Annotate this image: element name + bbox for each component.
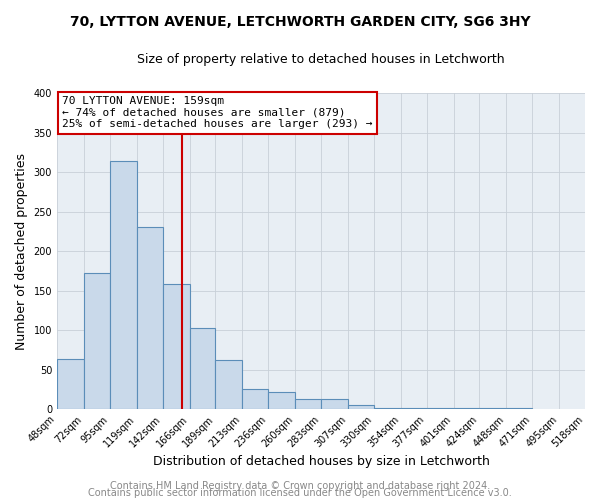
Text: Contains HM Land Registry data © Crown copyright and database right 2024.: Contains HM Land Registry data © Crown c… — [110, 481, 490, 491]
Text: 70, LYTTON AVENUE, LETCHWORTH GARDEN CITY, SG6 3HY: 70, LYTTON AVENUE, LETCHWORTH GARDEN CIT… — [70, 15, 530, 29]
Bar — [137, 228, 163, 409]
Bar — [215, 360, 242, 409]
Bar — [427, 408, 454, 409]
Bar — [454, 408, 479, 409]
Bar — [321, 399, 348, 409]
Bar — [110, 161, 137, 409]
Bar — [506, 408, 532, 409]
Title: Size of property relative to detached houses in Letchworth: Size of property relative to detached ho… — [137, 52, 505, 66]
Bar — [242, 388, 268, 409]
Bar — [190, 328, 215, 409]
Text: Contains public sector information licensed under the Open Government Licence v3: Contains public sector information licen… — [88, 488, 512, 498]
Bar — [479, 408, 506, 409]
Bar — [401, 408, 427, 409]
Y-axis label: Number of detached properties: Number of detached properties — [15, 152, 28, 350]
Bar — [57, 360, 84, 409]
Bar — [374, 408, 401, 409]
Bar — [295, 399, 321, 409]
X-axis label: Distribution of detached houses by size in Letchworth: Distribution of detached houses by size … — [152, 454, 490, 468]
Bar — [268, 392, 295, 409]
Bar — [84, 273, 110, 409]
Bar — [348, 405, 374, 409]
Bar — [163, 284, 190, 409]
Text: 70 LYTTON AVENUE: 159sqm
← 74% of detached houses are smaller (879)
25% of semi-: 70 LYTTON AVENUE: 159sqm ← 74% of detach… — [62, 96, 373, 130]
